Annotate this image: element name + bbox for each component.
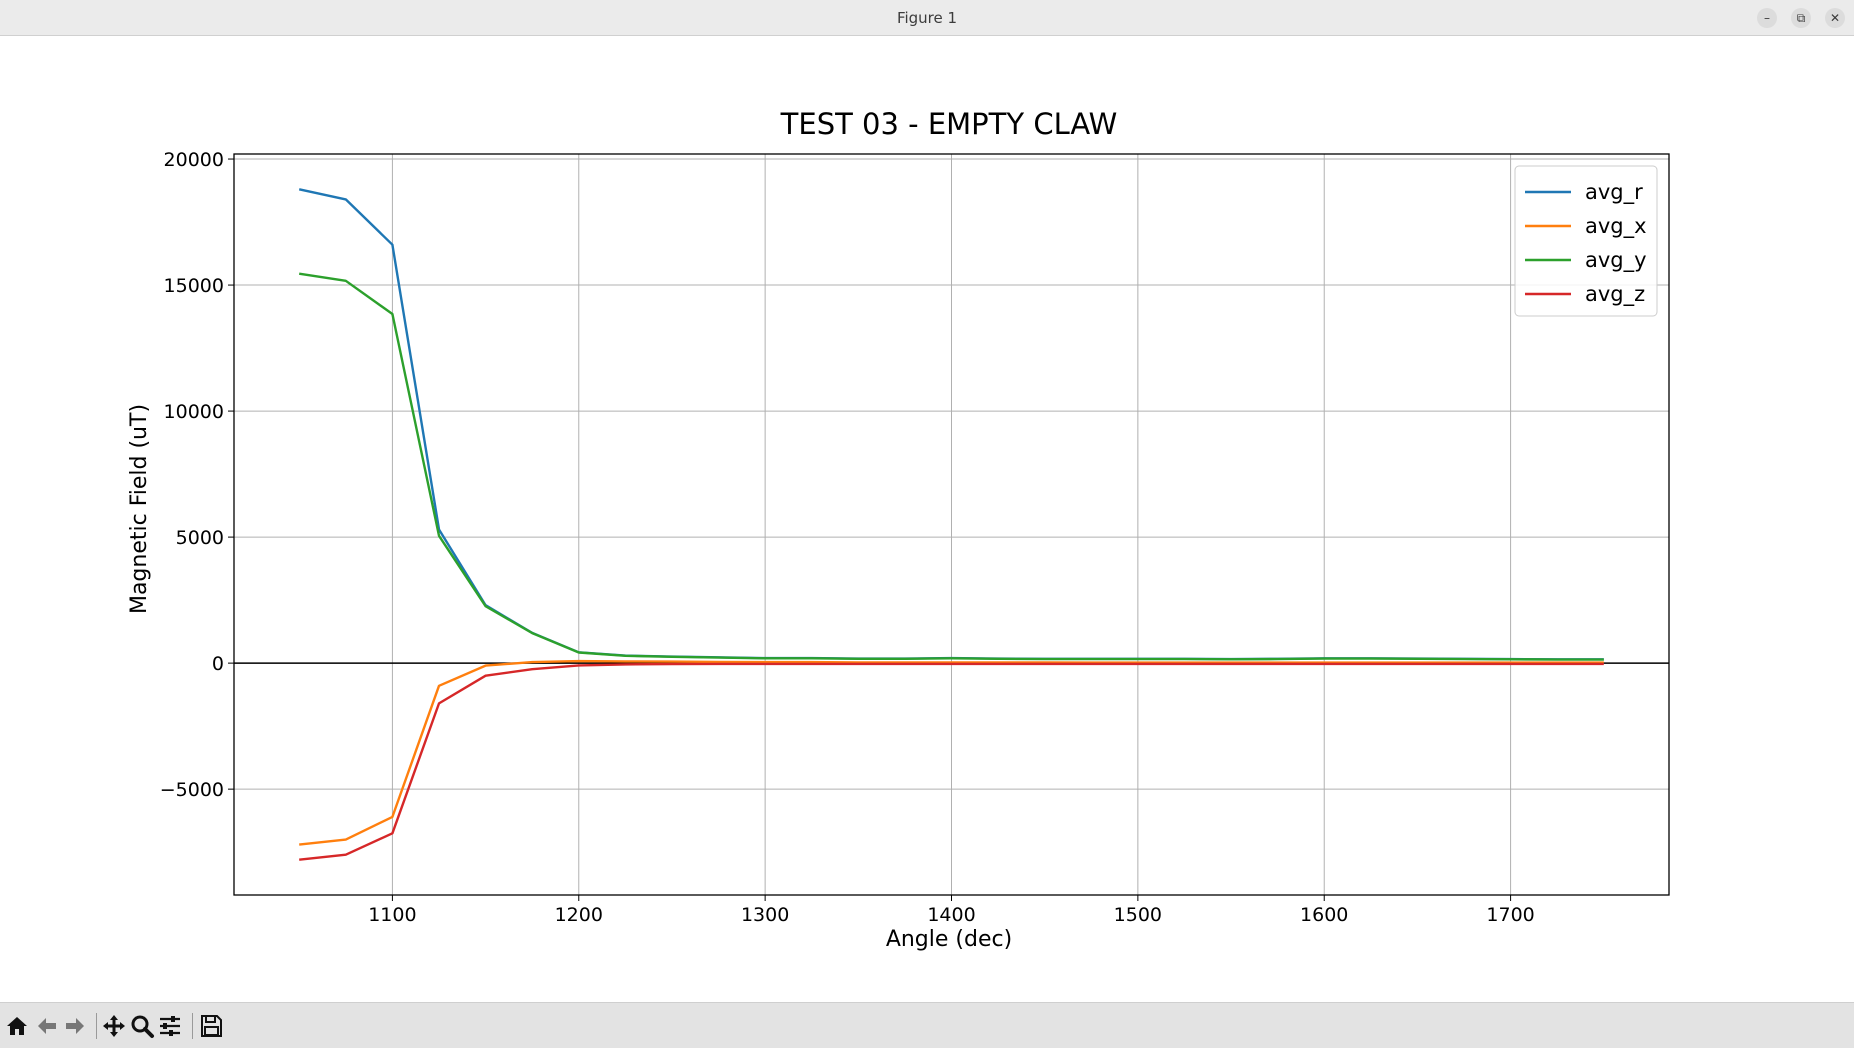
x-tick-label: 1700 <box>1486 904 1534 926</box>
home-icon[interactable] <box>4 1013 30 1039</box>
x-tick-label: 1600 <box>1300 904 1348 926</box>
minimize-icon[interactable]: – <box>1757 8 1777 28</box>
x-tick-label: 1500 <box>1114 904 1162 926</box>
series-line-avg-x <box>299 659 1604 846</box>
series-line-avg-y <box>299 272 1604 661</box>
close-icon[interactable]: ✕ <box>1825 8 1845 28</box>
restore-icon[interactable]: ⧉ <box>1791 8 1811 28</box>
chart-title: TEST 03 - EMPTY CLAW <box>780 107 1118 141</box>
y-tick-label: 15000 <box>164 275 224 297</box>
x-tick-label: 1400 <box>927 904 975 926</box>
window-titlebar: Figure 1 – ⧉ ✕ <box>0 0 1854 36</box>
series-lines <box>298 188 1604 861</box>
figure-canvas[interactable]: TEST 03 - EMPTY CLAW 1100 1200 1300 1400 150… <box>0 36 1854 1002</box>
y-tick-label: 5000 <box>176 527 224 549</box>
toolbar-separator <box>96 1013 97 1039</box>
toolbar-separator <box>192 1013 193 1039</box>
configure-sliders-icon[interactable] <box>157 1013 183 1039</box>
y-ticks: −5000 0 5000 10000 15000 20000 <box>160 149 234 801</box>
line-chart: TEST 03 - EMPTY CLAW 1100 1200 1300 1400 150… <box>127 107 1670 952</box>
legend-label: avg_r <box>1585 180 1643 205</box>
y-tick-label: 10000 <box>164 401 224 423</box>
back-arrow-icon[interactable] <box>34 1013 60 1039</box>
x-tick-label: 1200 <box>555 904 603 926</box>
zoom-magnifier-icon[interactable] <box>129 1013 155 1039</box>
save-floppy-icon[interactable] <box>198 1013 224 1039</box>
x-tick-label: 1100 <box>368 904 416 926</box>
x-tick-label: 1300 <box>741 904 789 926</box>
legend-box <box>1514 165 1658 317</box>
forward-arrow-icon[interactable] <box>62 1013 88 1039</box>
legend-label: avg_z <box>1585 282 1645 307</box>
x-axis-label: Angle (dec) <box>886 927 1012 952</box>
legend-label: avg_y <box>1585 248 1647 273</box>
legend: avg_r avg_x avg_y avg_z <box>1514 165 1658 317</box>
y-tick-label: 20000 <box>164 149 224 171</box>
x-ticks: 1100 1200 1300 1400 1500 1600 1700 <box>368 895 1535 926</box>
y-tick-label: 0 <box>212 653 224 675</box>
y-tick-label: −5000 <box>160 779 224 801</box>
grid-lines <box>234 154 1669 895</box>
pan-move-icon[interactable] <box>101 1013 127 1039</box>
navigation-toolbar <box>0 1002 1854 1048</box>
window-title: Figure 1 <box>896 9 958 27</box>
series-line-avg-z <box>299 662 1604 861</box>
legend-label: avg_x <box>1585 214 1647 239</box>
y-axis-label: Magnetic Field (uT) <box>127 404 152 614</box>
